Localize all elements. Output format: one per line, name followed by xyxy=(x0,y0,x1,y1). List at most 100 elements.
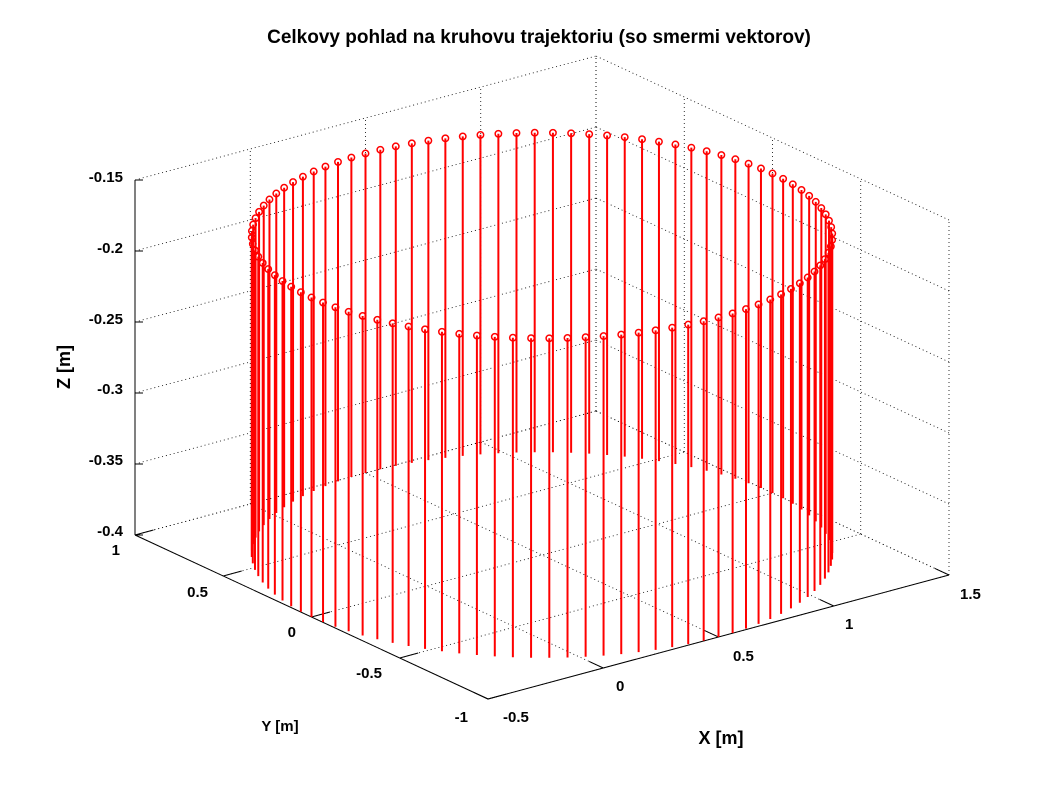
trajectory-point-marker xyxy=(671,140,680,149)
trajectory-point-marker xyxy=(581,333,590,342)
trajectory-point-marker xyxy=(278,277,287,285)
trajectory-point-marker xyxy=(787,284,795,293)
trajectory-point-marker xyxy=(331,303,340,312)
trajectory-point-marker xyxy=(702,147,711,156)
trajectory-point-marker xyxy=(321,162,330,171)
trajectory-point-marker xyxy=(344,307,353,316)
y-tick-label: 0.5 xyxy=(187,584,208,601)
trajectory-point-marker xyxy=(361,149,370,158)
trajectory-point-marker xyxy=(438,327,446,336)
y-tick-mark xyxy=(399,652,419,659)
y-tick-label: -1 xyxy=(455,709,468,726)
vector-stems xyxy=(247,128,837,658)
trajectory-point-marker xyxy=(476,130,485,139)
trajectory-point-marker xyxy=(817,204,826,212)
x-axis-label: X [m] xyxy=(699,728,744,748)
trajectory-point-marker xyxy=(265,195,274,204)
trajectory-point-marker xyxy=(508,333,517,342)
trajectory-point-marker xyxy=(530,128,539,137)
trajectory-point-marker xyxy=(421,325,429,334)
trajectory-point-marker xyxy=(687,143,696,152)
z-tick-label: -0.35 xyxy=(89,452,123,469)
trajectory-point-marker xyxy=(296,288,305,297)
trajectory-point-marker xyxy=(599,332,608,341)
trajectory-point-marker xyxy=(287,282,296,291)
trajectory-point-marker xyxy=(768,169,777,178)
trajectory-point-marker xyxy=(391,142,400,151)
trajectory-point-marker xyxy=(585,130,594,139)
trajectory-point-marker xyxy=(731,155,740,164)
y-tick-mark xyxy=(134,529,154,536)
trajectory-point-marker xyxy=(404,322,413,331)
trajectory-point-marker xyxy=(548,128,557,137)
trajectory-point-marker xyxy=(258,259,267,267)
side-wall-grid-line xyxy=(595,126,950,292)
trajectory-point-marker xyxy=(620,133,629,142)
trajectory-point-marker xyxy=(289,178,297,187)
trajectory-point-marker xyxy=(373,315,382,324)
trajectory-point-marker xyxy=(376,145,385,154)
side-wall-grid-line xyxy=(595,268,950,434)
trajectory-point-marker xyxy=(319,298,327,307)
z-tick-label: -0.4 xyxy=(97,523,124,540)
trajectory-point-marker xyxy=(358,311,367,320)
trajectory-point-marker xyxy=(820,255,829,264)
trajectory-point-marker xyxy=(603,131,612,140)
y-tick-mark xyxy=(223,570,242,577)
x-tick-mark xyxy=(819,598,834,607)
trajectory-point-marker xyxy=(638,135,646,144)
trajectory-point-marker xyxy=(779,174,788,183)
trajectory-point-marker xyxy=(728,309,737,318)
trajectory-point-marker xyxy=(684,320,693,329)
trajectory-point-marker xyxy=(668,323,677,332)
trajectory-point-marker xyxy=(757,164,765,173)
trajectory-point-marker xyxy=(717,151,726,160)
trajectory-point-marker xyxy=(280,183,289,192)
trajectory-point-marker xyxy=(490,332,499,341)
x-tick-mark xyxy=(473,691,489,700)
trajectory-point-marker xyxy=(545,334,554,343)
z-tick-label: -0.15 xyxy=(89,169,123,186)
trajectory-point-marker xyxy=(766,295,775,304)
trajectory-point-marker xyxy=(264,265,273,274)
y-tick-label: 1 xyxy=(112,542,120,559)
trajectory-point-marker xyxy=(617,330,626,339)
x-tick-label: 1.5 xyxy=(960,586,981,603)
y-tick-label: -0.5 xyxy=(356,665,382,682)
trajectory-point-marker xyxy=(255,207,264,216)
trajectory-point-marker xyxy=(699,317,708,326)
trajectory-point-marker xyxy=(655,137,663,146)
trajectory-point-marker xyxy=(270,271,279,280)
side-wall-grid-line xyxy=(595,197,950,363)
trajectory-point-marker xyxy=(795,279,804,288)
trajectory-point-marker xyxy=(512,129,521,137)
y-tick-label: 0 xyxy=(288,624,296,641)
trajectory-point-marker xyxy=(742,305,750,314)
y-axis-label: Y [m] xyxy=(261,718,298,735)
trajectory-point-marker xyxy=(424,136,433,145)
trajectory-point-marker xyxy=(334,157,342,166)
trajectory-point-marker xyxy=(254,252,263,261)
trajectory-point-marker xyxy=(407,139,416,148)
y-tick-mark xyxy=(311,611,331,618)
x-tick-label: 0 xyxy=(616,678,624,695)
z-tick-label: -0.3 xyxy=(97,381,123,398)
trajectory-point-marker xyxy=(803,273,812,282)
trajectory-point-marker xyxy=(744,159,753,168)
trajectory-point-marker xyxy=(441,134,450,143)
x-tick-mark xyxy=(704,629,719,638)
z-axis-label: Z [m] xyxy=(54,345,74,389)
trajectory-point-marker xyxy=(824,248,833,257)
trajectory-point-marker xyxy=(472,331,481,340)
trajectory-point-marker xyxy=(811,197,820,206)
y-tick-labels: -1 -0.5 0 0.5 1 xyxy=(112,542,468,726)
chart-title: Celkovy pohlad na kruhovu trajektoriu (s… xyxy=(267,27,811,48)
trajectory-point-marker xyxy=(821,210,830,219)
x-tick-labels: -0.5 0 0.5 1 1.5 xyxy=(503,586,981,726)
x-tick-mark xyxy=(934,567,950,576)
trajectory-point-marker xyxy=(388,319,397,328)
trajectory-point-marker xyxy=(309,167,318,176)
trajectory-point-marker xyxy=(494,129,503,138)
